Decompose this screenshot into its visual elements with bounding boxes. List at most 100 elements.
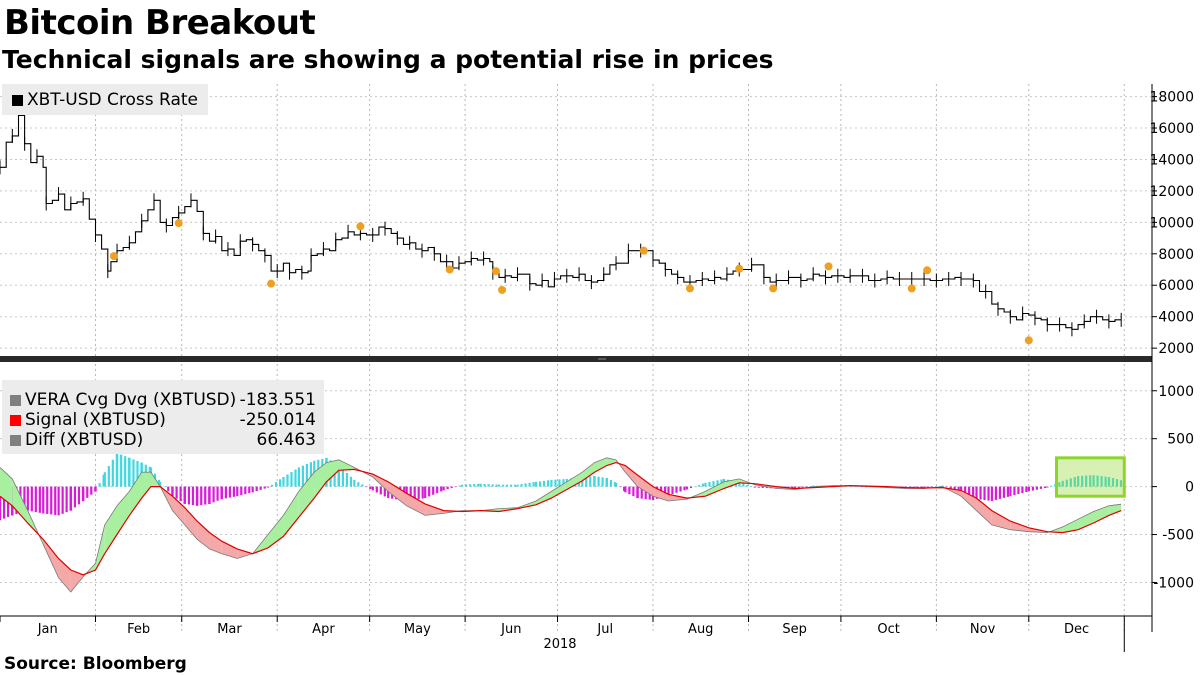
diff-histogram-bar: [495, 484, 498, 487]
diff-histogram-bar: [793, 486, 796, 489]
oscillator-panel: [0, 453, 1126, 593]
diff-histogram-bar: [949, 486, 952, 489]
diff-histogram-bar: [46, 486, 49, 514]
diff-histogram-bar: [501, 484, 505, 487]
diff-histogram-bar: [619, 486, 622, 488]
diff-histogram-bar: [972, 486, 975, 498]
cvg-dvg-fill-band: [616, 459, 626, 473]
x-month-label: Apr: [312, 622, 335, 637]
diff-histogram-bar: [964, 486, 967, 495]
diff-histogram-bar: [220, 486, 223, 500]
diff-histogram-bar: [968, 486, 971, 496]
osc-y-tick-label: 0: [1185, 480, 1194, 496]
signal-legend-value: -250.014: [239, 410, 316, 430]
diff-histogram-bar: [240, 486, 243, 496]
diff-histogram-bar: [636, 486, 639, 499]
diff-histogram-bar: [857, 486, 860, 488]
signal-dot: [907, 284, 916, 293]
diff-histogram-bar: [693, 486, 697, 488]
cvg-dvg-fill-band: [58, 558, 71, 593]
cvg-dvg-fill-band: [1078, 511, 1094, 530]
cvg-dvg-fill-band: [326, 459, 339, 482]
diff-histogram-bar: [542, 480, 546, 487]
diff-histogram-bar: [26, 486, 29, 511]
diff-histogram-bar: [562, 479, 565, 487]
diff-histogram-bar: [483, 483, 486, 487]
price-y-tick-label: 12000: [1149, 184, 1194, 200]
price-y-tick-label: 2000: [1158, 341, 1194, 357]
diff-histogram-bar: [1002, 486, 1006, 498]
diff-histogram-bar: [1027, 486, 1030, 492]
diff-histogram-bar: [1031, 486, 1034, 491]
cvg-dvg-fill-band: [425, 503, 444, 516]
x-month-label: Jan: [37, 622, 58, 637]
diff-histogram-bar: [506, 484, 509, 487]
diff-histogram-bar: [589, 476, 592, 487]
diff-histogram-bar: [228, 486, 231, 498]
diff-histogram-bar: [750, 486, 753, 487]
diff-histogram-bar: [685, 486, 689, 490]
diff-histogram-bar: [387, 486, 390, 499]
diff-histogram-bar: [424, 486, 427, 499]
x-month-label: Nov: [970, 622, 996, 637]
diff-histogram-bar: [761, 486, 764, 488]
diff-histogram-bar: [266, 486, 270, 488]
diff-histogram-bar: [73, 486, 77, 508]
signal-legend-label: Signal (XBTUSD): [25, 410, 166, 430]
diff-histogram-bar: [479, 483, 482, 487]
diff-histogram-bar: [458, 485, 461, 487]
diff-histogram-bar: [945, 486, 948, 488]
x-month-label: Jun: [500, 622, 521, 637]
diff-histogram-bar: [558, 479, 561, 487]
diff-histogram-bar: [738, 481, 741, 487]
diff-histogram-bar: [1104, 476, 1107, 487]
diff-histogram-bar: [1100, 476, 1103, 487]
diff-histogram-bar: [957, 486, 960, 492]
diff-histogram-bar: [597, 476, 600, 487]
cvg-dvg-fill-band: [551, 481, 567, 499]
cvg-dvg-fill-band: [976, 498, 992, 525]
diff-histogram-bar: [605, 477, 609, 487]
price-y-tick-label: 10000: [1149, 215, 1194, 231]
legend-row-signal: Signal (XBTUSD) -250.014: [10, 410, 316, 430]
cvg-dvg-fill-band: [141, 472, 151, 499]
diff-histogram-bar: [446, 486, 449, 490]
chart-subtitle: Technical signals are showing a potentia…: [2, 45, 774, 74]
cvg-dvg-fill-band: [104, 505, 118, 554]
diff-histogram-bar: [98, 483, 101, 487]
diff-histogram-bar: [487, 484, 490, 487]
cvg-dvg-fill-band: [406, 493, 426, 516]
diff-histogram-bar: [191, 486, 195, 506]
diff-histogram-bar: [712, 481, 715, 487]
diff-histogram-bar: [632, 486, 635, 497]
x-month-label: Sep: [782, 622, 807, 637]
osc-y-tick-label: -1000: [1153, 575, 1194, 591]
diff-histogram-bar: [450, 486, 453, 488]
legend-row-vera: VERA Cvg Dvg (XBTUSD) -183.551: [10, 390, 316, 410]
diff-histogram-bar: [1077, 476, 1080, 487]
diff-histogram-bar: [704, 482, 707, 487]
axes: 2000400060008000100001200014000160001800…: [0, 84, 1194, 652]
cvg-dvg-fill-band: [606, 457, 617, 466]
diff-histogram-bar: [1013, 486, 1016, 496]
diff-histogram-bar: [409, 486, 412, 501]
diff-legend-value: 66.463: [256, 430, 316, 450]
panel-separator: [0, 356, 1152, 362]
diff-histogram-bar: [465, 484, 468, 487]
cvg-dvg-fill-band: [961, 490, 977, 511]
diff-histogram-bar: [528, 482, 531, 487]
diff-histogram-bar: [349, 476, 353, 487]
diff-histogram-bar: [54, 486, 57, 515]
diff-histogram-bar: [849, 486, 852, 487]
x-month-label: Jul: [596, 622, 613, 637]
x-month-label: Mar: [217, 622, 242, 637]
diff-histogram-bar: [497, 484, 501, 487]
cvg-dvg-fill-band: [1062, 519, 1079, 533]
signal-dot: [735, 264, 744, 273]
diff-histogram-bar: [103, 472, 106, 487]
signal-line: [0, 461, 1122, 576]
diff-histogram-bar: [65, 486, 68, 513]
diff-histogram-bar: [357, 482, 360, 487]
price-legend: XBT-USD Cross Rate: [2, 84, 208, 115]
signal-dot: [491, 267, 500, 276]
